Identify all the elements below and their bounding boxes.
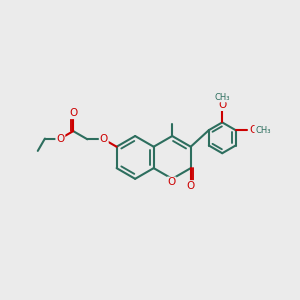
Text: O: O <box>167 177 176 188</box>
Text: CH₃: CH₃ <box>255 126 271 135</box>
Text: O: O <box>56 134 64 144</box>
Text: O: O <box>249 125 257 135</box>
Text: O: O <box>100 134 108 144</box>
Text: CH₃: CH₃ <box>214 93 230 102</box>
Text: O: O <box>187 181 195 191</box>
Text: O: O <box>69 108 77 118</box>
Text: O: O <box>218 100 226 110</box>
